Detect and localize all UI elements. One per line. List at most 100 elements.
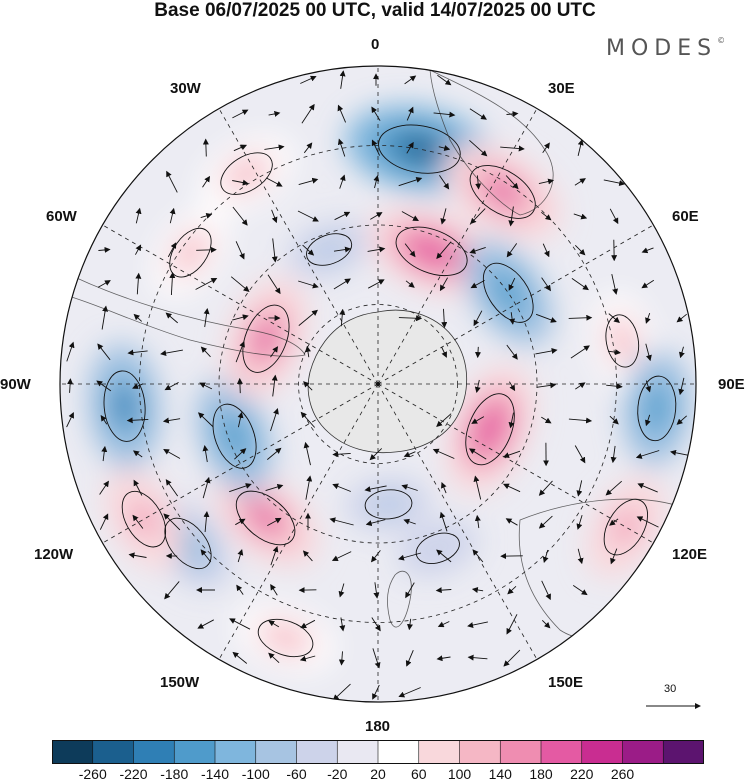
wind-vector xyxy=(236,377,243,394)
anomaly-contour xyxy=(637,375,677,442)
anomaly-blob xyxy=(222,417,248,455)
wind-vector xyxy=(541,619,551,629)
wind-vector xyxy=(538,178,555,185)
colorbar-tick-label: -220 xyxy=(119,766,148,782)
wind-vector xyxy=(337,138,346,157)
wind-vector xyxy=(300,411,316,428)
wind-vector xyxy=(505,175,519,190)
anomaly-contour xyxy=(257,618,314,658)
colorbar-swatch xyxy=(174,740,216,764)
wind-vector xyxy=(574,178,586,186)
colorbar-tick-label: 20 xyxy=(370,766,386,782)
anomaly-contour xyxy=(212,403,257,469)
wind-vector xyxy=(474,346,481,359)
wind-vector xyxy=(297,210,319,222)
wind-vector xyxy=(232,651,248,664)
wind-vector xyxy=(303,381,313,391)
wind-vector xyxy=(574,244,586,256)
wind-vector xyxy=(403,451,416,458)
lon-label-30e: 30E xyxy=(548,80,575,97)
wind-vector xyxy=(135,207,142,224)
wind-vector xyxy=(163,513,181,531)
wind-vector xyxy=(196,246,217,253)
wind-vector xyxy=(233,144,248,152)
wind-vector xyxy=(96,380,112,392)
wind-vector xyxy=(66,411,74,428)
wind-vector xyxy=(605,480,622,496)
wind-vector xyxy=(203,511,210,533)
colorbar-tick-label: 260 xyxy=(610,766,635,782)
anomaly-contour xyxy=(465,393,515,466)
colorbar-tick-label: 140 xyxy=(488,766,512,782)
wind-vector xyxy=(473,475,482,500)
wind-vector xyxy=(200,212,213,219)
wind-vector xyxy=(568,417,593,424)
wind-vector xyxy=(135,244,142,255)
modes-logo: MODES© xyxy=(606,36,725,61)
wind-vector xyxy=(406,141,414,154)
wind-vector xyxy=(441,346,447,358)
wind-vector xyxy=(506,344,518,360)
wind-vector xyxy=(338,651,345,666)
lon-label-150w: 150W xyxy=(160,674,200,691)
colorbar-swatch xyxy=(663,740,704,764)
wind-vector xyxy=(609,208,619,225)
wind-vector xyxy=(165,479,179,497)
wind-vector xyxy=(611,274,619,295)
wind-vector xyxy=(373,175,380,189)
meridian-line xyxy=(218,108,379,385)
lon-label-60e: 60E xyxy=(672,208,699,225)
brand-text: MODES xyxy=(606,36,718,61)
wind-vector xyxy=(135,272,142,295)
colorbar-tick-label: -60 xyxy=(286,766,307,782)
meridian-line xyxy=(377,224,654,385)
wind-vector xyxy=(300,619,316,629)
wind-vector xyxy=(541,416,552,424)
wind-vector xyxy=(542,243,550,258)
wind-vector xyxy=(99,513,109,530)
wind-vector xyxy=(404,75,417,85)
wind-vector xyxy=(436,549,452,563)
wind-vector xyxy=(538,515,553,529)
wind-vector xyxy=(133,479,143,496)
wind-vector xyxy=(229,483,252,493)
wind-vector xyxy=(132,450,143,458)
wind-vector xyxy=(370,550,381,563)
wind-vector xyxy=(542,142,550,154)
wind-vector xyxy=(676,415,687,425)
wind-vector xyxy=(507,585,517,595)
colorbar-tick-label: 180 xyxy=(529,766,553,782)
wind-vector xyxy=(436,241,452,260)
wind-vector xyxy=(339,174,346,189)
anomaly-blob xyxy=(612,325,632,357)
wind-vector xyxy=(232,314,249,321)
wind-vector xyxy=(573,213,588,220)
wind-vector xyxy=(433,111,456,118)
wind-vector xyxy=(364,485,387,493)
wind-vector xyxy=(474,379,481,393)
wind-vector xyxy=(338,583,345,598)
wind-vector xyxy=(645,312,651,324)
wind-vector xyxy=(437,621,450,628)
wind-vector xyxy=(439,175,450,190)
wind-vector xyxy=(333,246,351,253)
wind-vector xyxy=(101,305,109,330)
wind-vector xyxy=(635,450,660,459)
latitude-circle xyxy=(139,145,617,623)
wind-vector xyxy=(609,415,619,425)
colorbar-swatch xyxy=(133,740,175,764)
wind-vector xyxy=(267,447,282,460)
colorbar-tick-label: -180 xyxy=(160,766,189,782)
wind-vector xyxy=(132,383,144,389)
wind-vector xyxy=(473,310,483,327)
wind-vector xyxy=(503,450,521,458)
copyright-mark: © xyxy=(717,36,726,45)
wind-vector xyxy=(404,243,416,258)
wind-vector xyxy=(541,277,551,292)
wind-vector xyxy=(202,175,211,188)
lon-label-120e: 120E xyxy=(672,546,708,563)
wind-vector xyxy=(502,483,521,493)
wind-vector xyxy=(195,278,218,290)
latitude-circle xyxy=(218,224,538,544)
latitude-circle xyxy=(298,304,458,464)
